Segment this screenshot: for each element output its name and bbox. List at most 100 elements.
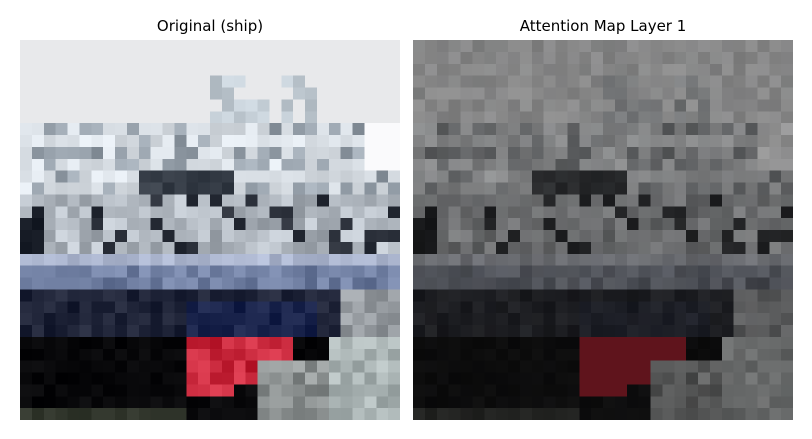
attention-pixel: [519, 111, 532, 124]
attention-pixel: [709, 348, 722, 361]
attention-pixel: [460, 182, 473, 195]
original-pixel: [91, 51, 104, 64]
original-pixel: [150, 230, 163, 243]
attention-pixel: [614, 63, 627, 76]
attention-pixel: [472, 63, 485, 76]
attention-pixel: [472, 123, 485, 136]
original-pixel: [376, 384, 389, 397]
attention-pixel: [484, 146, 497, 159]
attention-pixel: [448, 218, 461, 231]
original-pixel: [281, 170, 294, 183]
original-pixel: [138, 313, 151, 326]
attention-pixel: [543, 51, 556, 64]
attention-pixel: [448, 51, 461, 64]
attention-pixel: [650, 360, 663, 373]
original-pixel: [186, 301, 199, 314]
original-pixel: [245, 313, 258, 326]
original-pixel: [79, 146, 92, 159]
attention-pixel: [543, 158, 556, 171]
attention-pixel: [555, 313, 568, 326]
original-pixel: [210, 170, 223, 183]
attention-pixel: [662, 348, 675, 361]
original-pixel: [150, 325, 163, 338]
attention-pixel: [519, 241, 532, 254]
attention-pixel: [603, 194, 616, 207]
attention-pixel: [424, 63, 437, 76]
original-pixel: [186, 289, 199, 302]
original-pixel: [245, 111, 258, 124]
attention-pixel: [555, 372, 568, 385]
attention-pixel: [757, 289, 770, 302]
original-pixel: [376, 396, 389, 409]
original-pixel: [126, 218, 139, 231]
original-pixel: [221, 218, 234, 231]
original-pixel: [79, 348, 92, 361]
attention-pixel: [686, 360, 699, 373]
attention-pixel: [650, 301, 663, 314]
attention-pixel: [709, 325, 722, 338]
attention-pixel: [603, 75, 616, 88]
original-pixel: [340, 51, 353, 64]
attention-pixel: [662, 325, 675, 338]
original-pixel: [186, 63, 199, 76]
original-pixel: [210, 241, 223, 254]
attention-pixel: [650, 123, 663, 136]
original-pixel: [186, 158, 199, 171]
attention-pixel: [733, 336, 746, 349]
original-pixel: [138, 135, 151, 148]
original-pixel: [364, 289, 377, 302]
original-pixel: [305, 218, 318, 231]
attention-pixel: [757, 182, 770, 195]
attention-pixel: [626, 348, 639, 361]
attention-pixel: [686, 325, 699, 338]
attention-pixel: [686, 123, 699, 136]
original-pixel: [364, 396, 377, 409]
attention-pixel: [721, 206, 734, 219]
original-pixel: [221, 301, 234, 314]
attention-pixel: [519, 313, 532, 326]
original-pixel: [20, 63, 33, 76]
attention-pixel: [579, 158, 592, 171]
original-pixel: [233, 372, 246, 385]
attention-pixel: [413, 348, 426, 361]
original-pixel: [316, 75, 329, 88]
original-pixel: [162, 289, 175, 302]
original-pixel: [281, 325, 294, 338]
attention-pixel: [745, 396, 758, 409]
original-pixel: [305, 123, 318, 136]
original-pixel: [126, 182, 139, 195]
original-pixel: [376, 241, 389, 254]
original-pixel: [221, 241, 234, 254]
original-pixel: [388, 289, 400, 302]
original-pixel: [316, 408, 329, 420]
original-pixel: [328, 206, 341, 219]
attention-pixel: [508, 51, 521, 64]
attention-pixel: [496, 241, 509, 254]
attention-pixel: [508, 170, 521, 183]
attention-pixel: [496, 63, 509, 76]
original-pixel: [221, 384, 234, 397]
attention-pixel: [638, 158, 651, 171]
attention-pixel: [508, 289, 521, 302]
attention-pixel: [603, 230, 616, 243]
attention-pixel: [460, 289, 473, 302]
original-pixel: [376, 135, 389, 148]
original-pixel: [103, 170, 116, 183]
original-pixel: [91, 301, 104, 314]
original-pixel: [210, 51, 223, 64]
attention-pixel: [519, 289, 532, 302]
original-pixel: [55, 87, 68, 100]
attention-pixel: [757, 146, 770, 159]
attention-pixel: [555, 87, 568, 100]
attention-pixel: [555, 301, 568, 314]
original-pixel: [364, 194, 377, 207]
original-pixel: [352, 348, 365, 361]
attention-pixel: [460, 301, 473, 314]
attention-pixel: [567, 40, 580, 53]
original-pixel: [150, 241, 163, 254]
attention-pixel: [472, 146, 485, 159]
original-pixel: [67, 408, 80, 420]
original-pixel: [328, 194, 341, 207]
attention-pixel: [674, 87, 687, 100]
attention-pixel: [757, 40, 770, 53]
